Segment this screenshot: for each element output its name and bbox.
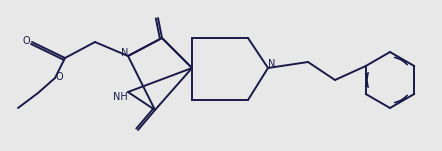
Text: N: N — [121, 48, 129, 58]
Text: N: N — [268, 59, 276, 69]
Text: O: O — [55, 72, 63, 82]
Text: NH: NH — [113, 92, 127, 102]
Text: O: O — [22, 36, 30, 46]
